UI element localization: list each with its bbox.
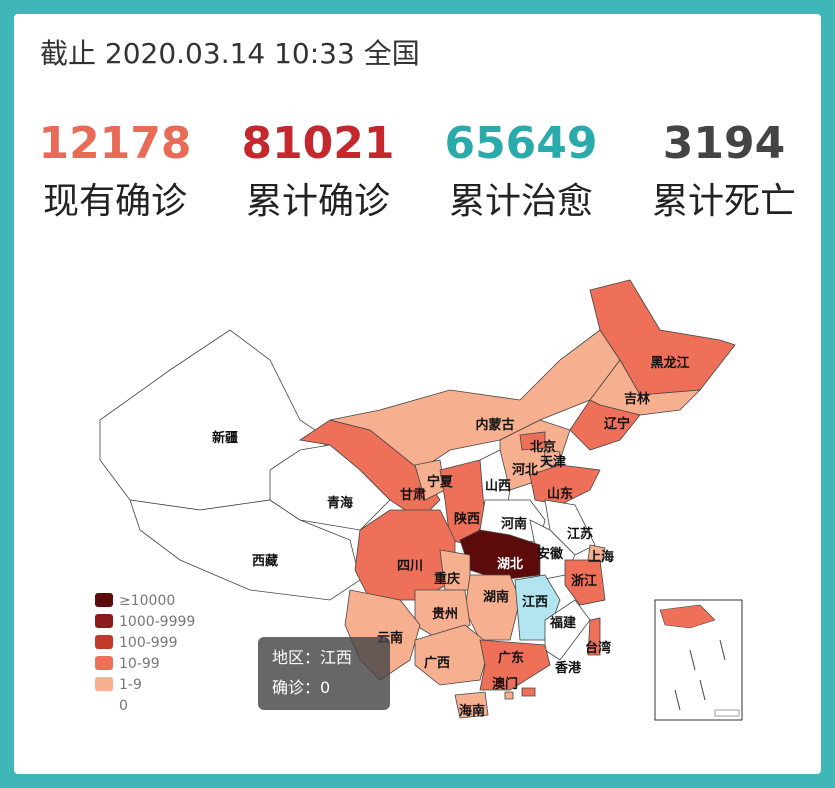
province-label: 海南 [459, 703, 485, 719]
province-label: 河北 [512, 462, 538, 478]
province-label: 广西 [424, 655, 450, 671]
province [564, 559, 606, 606]
province [587, 617, 601, 656]
legend-label: ≥10000 [119, 593, 175, 609]
tooltip-region: 地区：江西 [272, 648, 352, 667]
province-label: 陕西 [454, 511, 480, 527]
province-label: 安徽 [537, 546, 564, 562]
province [459, 529, 541, 581]
province-label: 山西 [485, 478, 511, 494]
province-label: 西藏 [252, 553, 278, 569]
legend-swatch [95, 593, 113, 607]
legend-label: 0 [119, 698, 128, 714]
province [454, 691, 489, 719]
province [519, 431, 546, 451]
province-label: 河南 [501, 516, 527, 532]
province-label: 江苏 [567, 526, 593, 542]
province-label: 重庆 [434, 571, 460, 587]
stat-label: 现有确诊 [43, 181, 187, 222]
tooltip: 地区：江西 确诊：0 [258, 637, 390, 710]
legend-swatch [95, 635, 113, 649]
province-label: 贵州 [432, 606, 458, 622]
province-label: 台湾 [585, 640, 611, 656]
province-label: 江西 [522, 594, 548, 610]
province-label: 内蒙古 [475, 417, 514, 433]
province-label: 新疆 [212, 430, 238, 446]
legend-label: 1-9 [119, 677, 142, 693]
province-label: 广东 [498, 650, 524, 666]
province-label: 湖北 [497, 557, 523, 572]
province-label: 天津 [540, 454, 566, 470]
province-label: 浙江 [571, 573, 597, 589]
province-label: 北京 [530, 439, 556, 455]
stat-value: 81021 [241, 118, 394, 169]
province [414, 624, 491, 686]
title: 截止 2020.03.14 10:33 全国 [40, 37, 420, 70]
legend-label: 10-99 [119, 656, 160, 672]
province-label: 吉林 [624, 391, 650, 407]
province [464, 574, 521, 641]
province-label: 宁夏 [427, 474, 454, 490]
province [504, 691, 514, 700]
stat-label: 累计死亡 [652, 181, 796, 222]
province-label: 四川 [397, 559, 423, 574]
legend-label: 100-999 [119, 635, 178, 651]
province-label: 青海 [327, 495, 353, 511]
province [479, 639, 551, 691]
stat-value: 3194 [663, 118, 785, 169]
province-label: 山东 [547, 486, 573, 502]
stat-value: 65649 [444, 118, 597, 169]
legend-label: 1000-9999 [119, 614, 195, 630]
province-label: 甘肃 [400, 487, 426, 503]
province-label: 湖南 [483, 589, 509, 605]
province-label: 上海 [588, 549, 614, 565]
stat-value: 12178 [38, 118, 191, 169]
province [544, 499, 596, 556]
province [521, 687, 536, 697]
province-label: 福建 [549, 615, 576, 631]
province-label: 澳门 [492, 676, 518, 692]
province [529, 464, 601, 506]
legend-swatch [95, 656, 113, 670]
stat-label: 累计治愈 [449, 181, 593, 222]
province-label: 黑龙江 [650, 355, 689, 371]
province-label: 辽宁 [604, 416, 630, 432]
province [587, 544, 606, 563]
tooltip-count: 确诊：0 [272, 678, 330, 697]
south-sea-inset [654, 599, 743, 721]
legend-swatch [95, 614, 113, 628]
province-label: 香港 [554, 660, 582, 676]
stat-label: 累计确诊 [246, 181, 390, 222]
legend-swatch [95, 677, 113, 691]
